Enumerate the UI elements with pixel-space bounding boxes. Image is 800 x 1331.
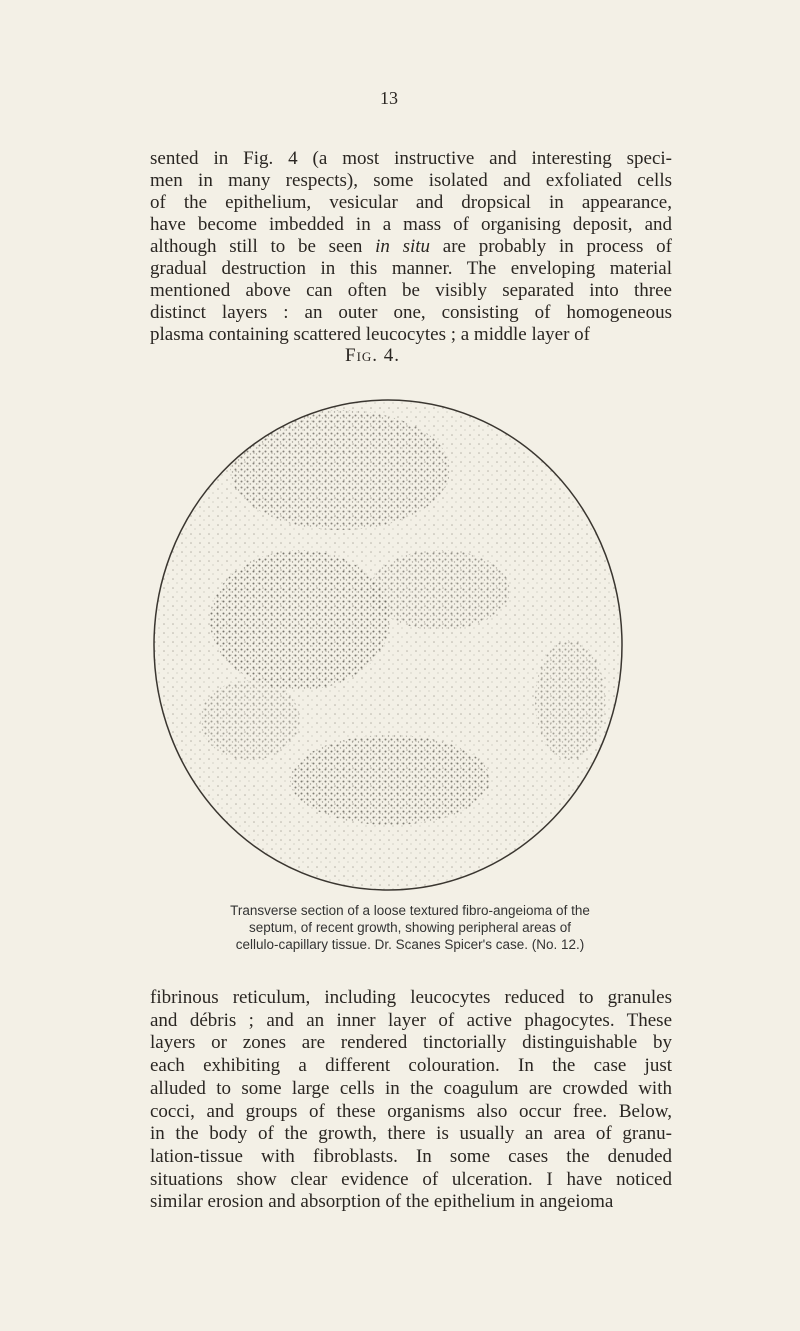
text-line: gradual destruction in this manner. The …	[150, 258, 672, 279]
text-line: cocci, and groups of these organisms als…	[150, 1100, 672, 1122]
caption-line: Transverse section of a loose textured f…	[230, 903, 590, 918]
text-line: distinct layers : an outer one, consisti…	[150, 302, 672, 323]
text-line: plasma containing scattered leucocytes ;…	[150, 324, 590, 345]
text-line: layers or zones are rendered tinctoriall…	[150, 1032, 672, 1054]
text-segment: are probably in process of	[430, 236, 672, 257]
text-segment: although still to be seen	[150, 236, 376, 257]
caption-line: septum, of recent growth, showing periph…	[249, 920, 571, 935]
text-line: and débris ; and an inner layer of activ…	[150, 1009, 672, 1031]
text-line: fibrinous reticulum, including leucocyte…	[150, 987, 672, 1008]
text-line: have become imbedded in a mass of organi…	[150, 214, 672, 235]
text-segment: in situ	[375, 236, 431, 257]
text-line: sented in Fig. 4 (a most instructive and…	[150, 148, 672, 169]
text-line: of the epithelium, vesicular and dropsic…	[150, 192, 672, 213]
text-line: mentioned above can often be visibly sep…	[150, 280, 672, 301]
text-line: each exhibiting a different colouration.…	[150, 1055, 672, 1077]
text-line: in the body of the growth, there is usua…	[150, 1123, 672, 1145]
text-line: men in many respects), some isolated and…	[150, 170, 672, 191]
figure-label: Fig. 4.	[345, 345, 401, 366]
caption-line: cellulo-capillary tissue. Dr. Scanes Spi…	[235, 937, 585, 952]
text-line: situations show clear evidence of ulcera…	[150, 1168, 672, 1190]
text-line: similar erosion and absorption of the ep…	[150, 1191, 614, 1213]
text-line: alluded to some large cells in the coagu…	[150, 1077, 672, 1099]
page-number: 13	[380, 88, 398, 108]
text-line: although still to be seen in situ are pr…	[150, 236, 672, 258]
text-line: lation-tissue with fibroblasts. In some …	[150, 1145, 672, 1167]
